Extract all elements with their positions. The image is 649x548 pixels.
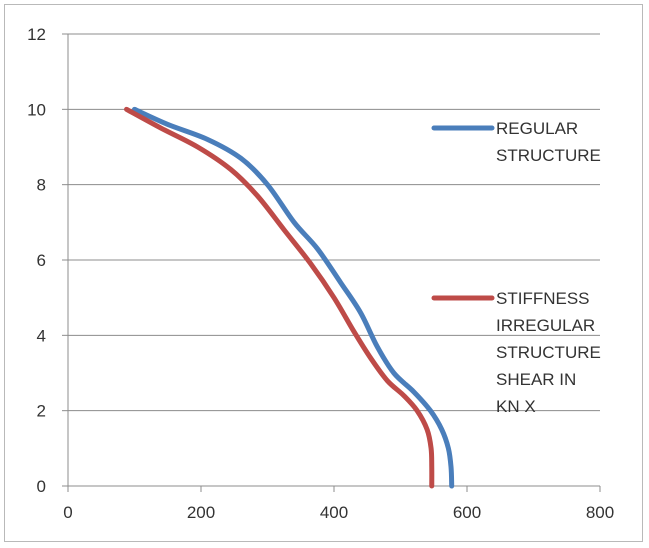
y-tick-label: 2 — [37, 402, 46, 421]
x-tick-label: 800 — [586, 503, 614, 522]
series-line-regular-structure — [132, 106, 455, 489]
y-tick-label: 10 — [27, 100, 46, 119]
axes: 0 2 4 6 8 10 12 0 200 400 600 800 — [27, 25, 614, 522]
series-lines — [124, 106, 455, 489]
x-tick-label: 0 — [63, 503, 72, 522]
series-line-stiffness-irregular — [124, 106, 435, 489]
x-tick-label: 400 — [320, 503, 348, 522]
y-tick-label: 4 — [37, 326, 46, 345]
x-tick-label: 200 — [187, 503, 215, 522]
legend-label: REGULAR STRUCTURE — [496, 119, 601, 165]
chart-frame — [4, 4, 643, 542]
y-tick-label: 6 — [37, 251, 46, 270]
y-tick-label: 8 — [37, 176, 46, 195]
y-tick-label: 0 — [37, 477, 46, 496]
legend-label: STIFFNESS IRREGULAR STRUCTURE SHEAR IN KN X — [496, 289, 601, 416]
y-tick-label: 12 — [27, 25, 46, 44]
gridlines — [68, 33, 600, 412]
x-tick-label: 600 — [453, 503, 481, 522]
legend: REGULAR STRUCTURE STIFFNESS IRREGULAR STRUCT… — [431, 119, 601, 416]
